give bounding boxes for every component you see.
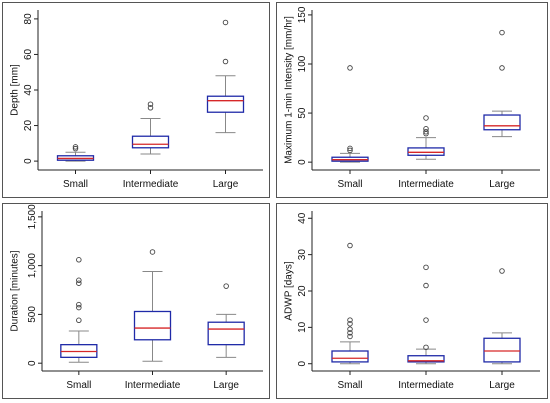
iqr-box (407, 147, 445, 156)
panel-frame (2, 2, 270, 198)
panel-depth: 0 20 40 60 80 Depth [mm] Small Intermediate Larg… (2, 2, 270, 198)
outlier-point (76, 257, 82, 263)
outlier-point (72, 144, 79, 150)
outlier-point (76, 317, 82, 324)
y-tick-label: 500 (27, 306, 38, 323)
box-intermediate (131, 101, 170, 155)
box-large (207, 283, 245, 358)
x-tick-label: Small (337, 179, 362, 190)
panel-frame (276, 203, 548, 399)
y-tick-label: 0 (297, 361, 308, 367)
y-axis-label: Maximum 1-min Intensity [mm/hr] (284, 16, 295, 164)
outlier-point (347, 330, 353, 336)
outlier-point (499, 65, 505, 71)
outlier-point (76, 277, 82, 284)
outlier-point (347, 333, 353, 340)
box-small (331, 65, 369, 163)
outlier-point (423, 128, 429, 135)
iqr-box (131, 135, 170, 149)
outlier-point (76, 304, 82, 311)
box-large (483, 268, 521, 365)
y-tick-label: 0 (27, 360, 38, 366)
box-small (60, 257, 98, 363)
outlier-point (222, 19, 229, 26)
box-large (483, 29, 521, 138)
x-tick-label: Small (63, 179, 88, 190)
outlier-point (347, 147, 353, 154)
box-intermediate (407, 115, 445, 160)
panel-frame (276, 2, 548, 198)
outlier-point (499, 268, 505, 274)
iqr-box (407, 355, 445, 363)
panel-duration: 0 500 1,000 1,500 Duration [minutes] Small Int… (2, 203, 270, 399)
x-tick-label: Large (489, 179, 515, 190)
iqr-box (331, 350, 369, 363)
outlier-point (423, 126, 429, 132)
y-tick-label: 60 (23, 48, 34, 60)
x-tick-label: Intermediate (123, 179, 179, 190)
iqr-box (483, 114, 521, 131)
outlier-point (423, 115, 429, 121)
y-tick-label: 1,000 (27, 253, 38, 278)
outlier-point (347, 320, 353, 327)
outlier-point (347, 242, 353, 249)
box-intermediate (407, 264, 445, 365)
outlier-point (347, 145, 353, 152)
outlier-point (147, 105, 154, 111)
y-tick-label: 30 (297, 249, 308, 261)
outlier-point (147, 101, 154, 107)
y-tick-label: 50 (297, 107, 308, 119)
outlier-point (76, 280, 82, 286)
iqr-box (483, 337, 521, 363)
y-tick-label: 20 (23, 120, 34, 132)
x-tick-label: Small (66, 380, 91, 391)
y-tick-label: 40 (297, 212, 308, 224)
outlier-point (423, 317, 429, 323)
y-axis-label: Depth [mm] (10, 64, 21, 116)
x-tick-label: Intermediate (125, 380, 181, 391)
panel-adwp: 0 10 20 30 40 ADWP [days] Small Intermediate Lar… (276, 203, 548, 399)
y-axis-label: Duration [minutes] (10, 250, 21, 331)
y-tick-label: 100 (297, 55, 308, 72)
y-tick-label: 1,500 (27, 204, 38, 229)
outlier-point (72, 145, 79, 152)
outlier-point (347, 326, 353, 332)
x-tick-label: Large (213, 179, 239, 190)
y-tick-label: 40 (23, 84, 34, 96)
y-tick-label: 0 (297, 159, 308, 165)
outlier-point (222, 58, 229, 65)
x-tick-label: Intermediate (398, 179, 454, 190)
y-tick-label: 20 (297, 285, 308, 297)
box-intermediate (133, 249, 172, 362)
y-axis-label: ADWP [days] (284, 261, 295, 320)
iqr-box (206, 95, 245, 113)
panel-frame (2, 203, 270, 399)
outlier-point (347, 65, 353, 71)
outlier-point (423, 264, 429, 271)
box-large (206, 19, 245, 134)
y-tick-label: 80 (23, 13, 34, 25)
outlier-point (347, 317, 353, 323)
y-tick-label: 0 (23, 158, 34, 164)
x-tick-label: Large (213, 380, 239, 391)
y-tick-label: 150 (297, 6, 308, 23)
box-small (56, 144, 95, 162)
outlier-point (223, 283, 229, 289)
outlier-point (76, 301, 82, 308)
outlier-point (499, 29, 505, 36)
outlier-point (149, 249, 156, 255)
iqr-box (133, 310, 172, 341)
iqr-box (207, 321, 245, 346)
box-small (331, 242, 369, 365)
y-tick-label: 10 (297, 321, 308, 333)
outlier-point (423, 344, 429, 351)
x-tick-label: Intermediate (398, 380, 454, 391)
outlier-point (423, 282, 429, 289)
x-tick-label: Large (489, 380, 515, 391)
x-tick-label: Small (337, 380, 362, 391)
